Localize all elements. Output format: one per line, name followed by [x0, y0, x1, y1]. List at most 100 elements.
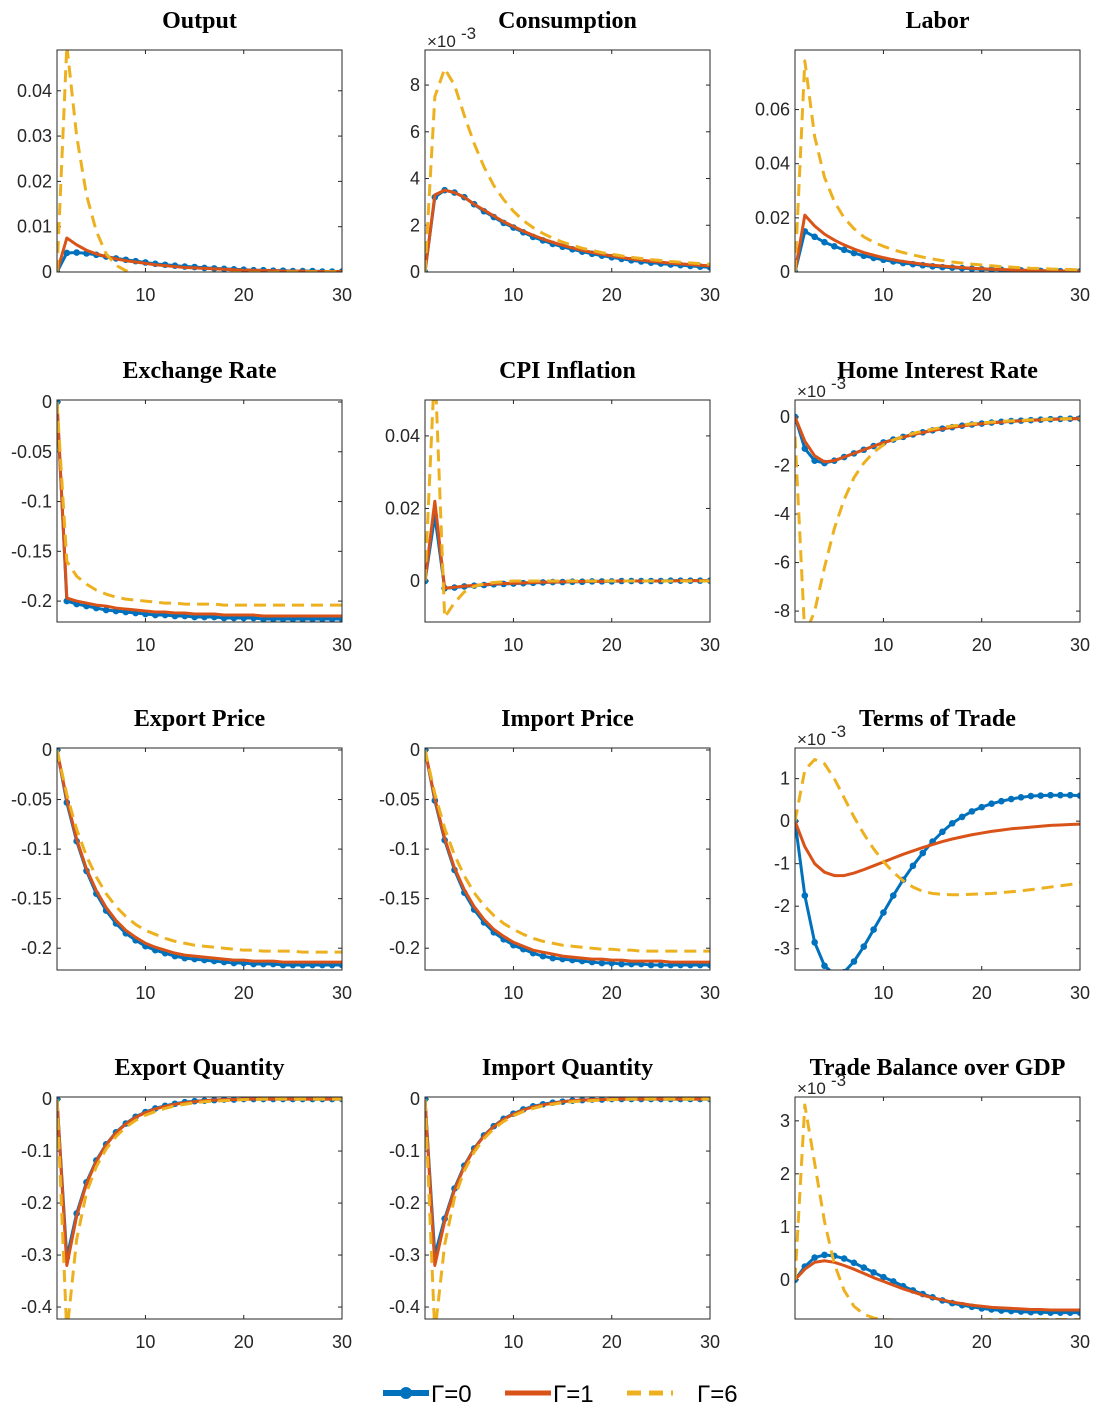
- series-marker: [840, 1255, 848, 1262]
- series-marker: [1007, 795, 1015, 803]
- y-tick-label: 6: [410, 122, 420, 142]
- axes-box: [424, 49, 711, 273]
- x-tick-label: 30: [700, 635, 720, 655]
- axes-background: [795, 400, 1080, 622]
- y-tick-label: -0.15: [11, 541, 52, 561]
- series-marker: [988, 800, 995, 808]
- x-tick-label: 20: [234, 1332, 254, 1352]
- subplot: Output 0 0.01 0.02 0.03 0.04 10 20 30 Γ=0Γ=1Γ=6: [17, 8, 352, 305]
- legend: Γ=0 Γ=1 Γ=6: [383, 1381, 738, 1408]
- series-line: Γ=1: [795, 820, 1080, 878]
- series-marker: [657, 961, 665, 969]
- y-tick-label: -2: [774, 456, 790, 476]
- x-tick-label: 30: [1070, 1332, 1090, 1352]
- series-marker: [870, 926, 877, 933]
- axis-multiplier: ×10: [797, 382, 826, 401]
- plot-area: Γ=0Γ=1Γ=6: [57, 400, 342, 622]
- subplot: Export Quantity -0.4 -0.3 -0.2 -0.1 0 10 20 30 Γ=…: [21, 1055, 352, 1352]
- x-tick-label: 30: [700, 983, 720, 1003]
- x-tick-label: 20: [602, 635, 622, 655]
- series-marker: [919, 849, 927, 857]
- series-marker: [1066, 791, 1074, 799]
- subplot-title: Export Price: [134, 706, 266, 732]
- x-tick-label: 10: [873, 285, 893, 305]
- series-marker: [811, 457, 818, 464]
- subplot: Home Interest Rate -8 -6 -4 -2 0 10 20 30 ×10 -3 Γ=…: [774, 358, 1090, 655]
- x-tick-label: 20: [972, 1332, 992, 1352]
- x-tick-label: 30: [332, 1332, 352, 1352]
- y-tick-label: 0.02: [385, 498, 420, 518]
- subplot: Exchange Rate -0.2 -0.15 -0.1 -0.05 0 10 20 30 Γ=…: [11, 358, 352, 655]
- subplot: Export Price -0.2 -0.15 -0.1 -0.05 0 10 20 30 Γ=0…: [11, 706, 352, 1003]
- axis-multiplier: ×10: [797, 1079, 826, 1098]
- axes-background: [795, 748, 1080, 970]
- series-line: Γ=1: [57, 749, 342, 964]
- subplot: Import Price -0.2 -0.15 -0.1 -0.05 0 10 20 30 Γ=0…: [379, 706, 720, 1003]
- axes-background: [57, 748, 342, 970]
- x-tick-label: 10: [873, 635, 893, 655]
- subplot-title: Export Quantity: [114, 1055, 284, 1081]
- series-marker: [850, 249, 858, 257]
- x-tick-label: 20: [972, 635, 992, 655]
- axes-box: [794, 399, 1081, 623]
- series-line: Γ=6: [795, 757, 1080, 897]
- y-tick-label: 0: [42, 740, 52, 760]
- axis-multiplier-exponent: -3: [831, 722, 846, 741]
- y-tick-label: 0.01: [17, 217, 52, 237]
- series-marker: [939, 828, 946, 836]
- x-tick-label: 30: [700, 285, 720, 305]
- series-line: Γ=1: [795, 213, 1080, 272]
- axes-box: [56, 747, 343, 971]
- series-line: Γ=6: [57, 1097, 342, 1319]
- y-tick-label: -4: [774, 504, 790, 524]
- series-marker: [998, 797, 1005, 805]
- subplot-title: Import Price: [501, 706, 634, 732]
- y-tick-label: -1: [774, 854, 790, 874]
- series-marker: [978, 803, 986, 811]
- series-marker: [840, 246, 848, 254]
- series-marker: [73, 249, 80, 256]
- series-marker: [647, 961, 655, 969]
- y-tick-label: -0.05: [379, 790, 420, 810]
- axes-background: [425, 400, 710, 622]
- series-marker: [811, 939, 818, 946]
- y-tick-label: 2: [780, 1164, 790, 1184]
- y-tick-label: 2: [410, 215, 420, 235]
- series-marker: [811, 1254, 818, 1261]
- y-tick-label: 0: [410, 740, 420, 760]
- series-marker: [821, 1251, 828, 1259]
- x-tick-label: 30: [332, 635, 352, 655]
- x-tick-label: 10: [873, 1332, 893, 1352]
- y-tick-label: 1: [780, 1217, 790, 1237]
- x-tick-label: 20: [972, 285, 992, 305]
- y-tick-label: 0: [780, 407, 790, 427]
- y-tick-label: -2: [774, 896, 790, 916]
- subplot: Trade Balance over GDP 0 1 2 3 10 20 30 ×10 -3 Γ=0…: [780, 1055, 1090, 1352]
- y-tick-label: -0.3: [21, 1245, 52, 1265]
- plot-area: Γ=0Γ=1Γ=6: [425, 67, 710, 272]
- axes-background: [425, 50, 710, 272]
- y-tick-label: 0.04: [385, 426, 420, 446]
- y-tick-label: 0: [410, 571, 420, 591]
- y-tick-label: -6: [774, 553, 790, 573]
- y-tick-label: -0.1: [389, 839, 420, 859]
- plot-area: Γ=0Γ=1Γ=6: [57, 50, 342, 272]
- series-marker: [958, 813, 966, 821]
- axes-box: [424, 399, 711, 623]
- legend-label: Γ=1: [553, 1381, 594, 1408]
- axes-background: [795, 1097, 1080, 1319]
- x-tick-label: 20: [602, 983, 622, 1003]
- series-line: Γ=6: [425, 67, 710, 272]
- plot-area: Γ=0Γ=1Γ=6: [795, 413, 1080, 622]
- plot-area: Γ=0Γ=1Γ=6: [795, 757, 1080, 970]
- y-tick-label: 0.04: [755, 154, 790, 174]
- axes-box: [424, 747, 711, 971]
- series-marker: [860, 943, 868, 950]
- series-marker: [948, 819, 956, 827]
- legend-label: Γ=6: [697, 1381, 738, 1408]
- axis-multiplier-exponent: -3: [831, 1071, 846, 1090]
- y-tick-label: 0: [410, 262, 420, 282]
- series-marker: [63, 249, 71, 257]
- subplot-title: Exchange Rate: [123, 358, 277, 384]
